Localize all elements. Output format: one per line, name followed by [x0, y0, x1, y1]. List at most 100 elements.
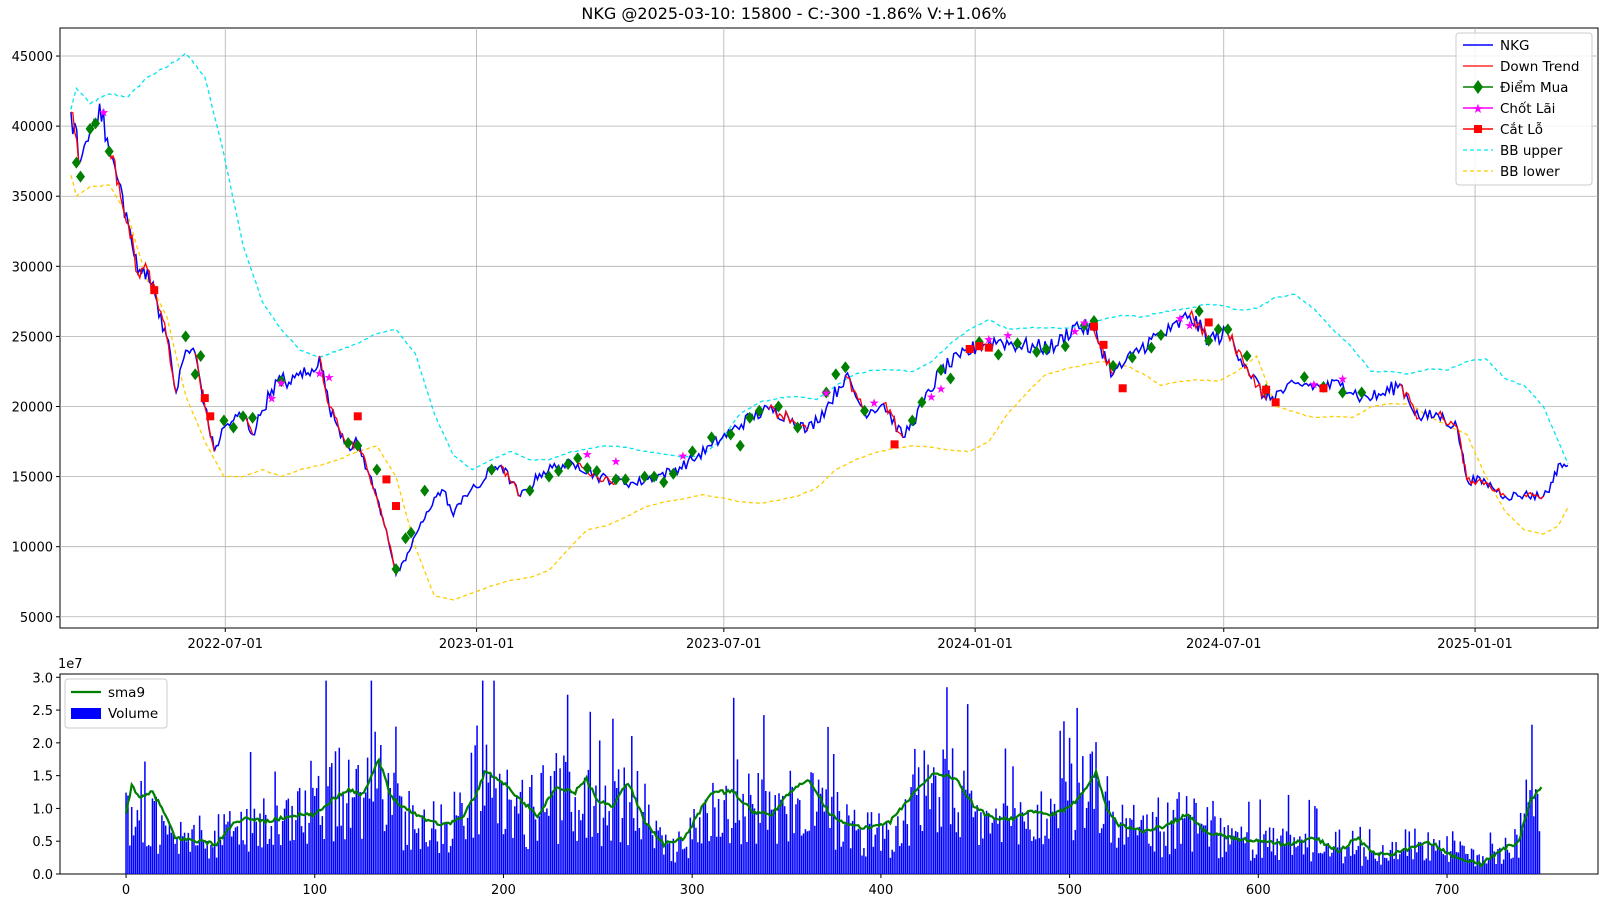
volume-bar — [1082, 756, 1084, 874]
volume-bar — [1276, 838, 1278, 874]
volume-bar — [383, 831, 386, 874]
volume-bar — [1467, 854, 1469, 874]
volume-bar — [823, 811, 826, 874]
volume-bar — [789, 770, 792, 874]
volume-bar — [853, 809, 856, 874]
volume-bar — [1136, 835, 1139, 874]
volume-bar — [680, 836, 682, 874]
legend-star-icon: ★ — [1472, 102, 1484, 117]
volume-bar — [197, 845, 199, 874]
volume-bar — [125, 792, 127, 874]
volume-bar — [1061, 778, 1063, 874]
volume-bar — [359, 792, 361, 874]
take-profit-marker: ★ — [983, 333, 994, 347]
volume-bar — [232, 831, 235, 874]
volume-bar — [304, 790, 307, 874]
x-tick-label: 200 — [491, 883, 516, 898]
volume-bar — [317, 775, 320, 874]
volume-bar — [665, 834, 667, 874]
volume-bar — [870, 812, 873, 874]
stop-loss-marker — [965, 345, 974, 354]
volume-bar — [738, 820, 741, 874]
volume-bar — [1140, 820, 1143, 874]
buy-marker — [773, 400, 783, 413]
volume-bar — [595, 785, 597, 874]
volume-bar — [714, 807, 716, 874]
stop-loss-marker — [150, 286, 159, 295]
stop-loss-marker — [890, 440, 899, 449]
volume-bar — [593, 805, 595, 874]
volume-bar — [161, 815, 163, 874]
volume-bar — [508, 799, 510, 874]
volume-bar — [812, 773, 814, 874]
volume-bar — [821, 787, 824, 874]
volume-bar — [642, 812, 644, 874]
volume-bar — [936, 832, 939, 874]
volume-bar — [1280, 835, 1282, 874]
volume-bar — [1034, 839, 1037, 874]
volume-bar — [523, 834, 525, 874]
volume-bar — [1182, 818, 1184, 874]
take-profit-markers: ★★★★★★★ ★★★ ★★★ ★ ★★ ★★★ ★ — [98, 106, 1348, 469]
volume-bar — [759, 822, 761, 874]
volume-bar — [976, 805, 978, 874]
volume-bar — [1046, 818, 1048, 874]
volume-bar — [997, 823, 999, 874]
volume-bar — [938, 797, 941, 874]
take-profit-marker: ★ — [98, 106, 109, 120]
volume-bar — [251, 833, 254, 874]
volume-bar — [1240, 826, 1243, 874]
volume-bar — [414, 829, 416, 874]
volume-bar — [1080, 794, 1082, 874]
volume-bar — [157, 853, 159, 874]
volume-bar — [1070, 763, 1073, 874]
volume-bar — [1283, 844, 1286, 874]
volume-bar — [685, 846, 688, 874]
stop-loss-marker — [1262, 385, 1271, 394]
volume-bar — [521, 779, 524, 874]
volume-bar — [457, 815, 459, 874]
volume-bar — [1106, 776, 1109, 874]
volume-bar — [1465, 853, 1467, 874]
volume-bar — [351, 797, 354, 874]
volume-bar — [1042, 844, 1044, 874]
volume-bar — [1029, 829, 1031, 874]
volume-bar — [672, 838, 675, 874]
volume-bar — [1219, 817, 1222, 874]
volume-bar — [364, 792, 367, 874]
volume-bar — [904, 799, 907, 874]
volume-bar — [965, 789, 967, 874]
y-tick-label: 15000 — [12, 471, 53, 486]
volume-bar — [819, 793, 822, 874]
volume-bar — [330, 763, 333, 874]
volume-bar — [408, 791, 410, 874]
volume-bar — [1248, 801, 1250, 874]
volume-bar — [951, 748, 954, 874]
volume-bar — [1157, 797, 1160, 874]
volume-bar — [1099, 833, 1101, 874]
volume-bar — [1134, 829, 1137, 874]
volume-bar — [902, 820, 905, 874]
volume-bar — [168, 823, 171, 874]
volume-bar — [427, 846, 429, 874]
volume-bar — [1536, 793, 1539, 874]
buy-marker — [754, 404, 764, 417]
volume-bar — [217, 814, 220, 874]
legend-bb-upper: BB upper — [1463, 143, 1563, 159]
volume-bar — [1065, 781, 1067, 874]
volume-bar — [1165, 845, 1167, 874]
buy-marker — [831, 368, 841, 381]
take-profit-marker: ★ — [1337, 372, 1348, 386]
volume-bar — [423, 809, 425, 874]
volume-bar — [1425, 858, 1428, 874]
buy-marker — [860, 404, 870, 417]
volume-bar — [1442, 853, 1445, 874]
buy-marker — [840, 361, 850, 374]
volume-bar — [461, 803, 463, 874]
volume-bar — [923, 750, 926, 874]
volume-bar — [1051, 814, 1054, 874]
volume-bar — [1334, 831, 1337, 874]
volume-bar — [425, 842, 427, 874]
x-tick-label: 2022-07-01 — [187, 637, 263, 652]
volume-bar — [683, 848, 686, 874]
